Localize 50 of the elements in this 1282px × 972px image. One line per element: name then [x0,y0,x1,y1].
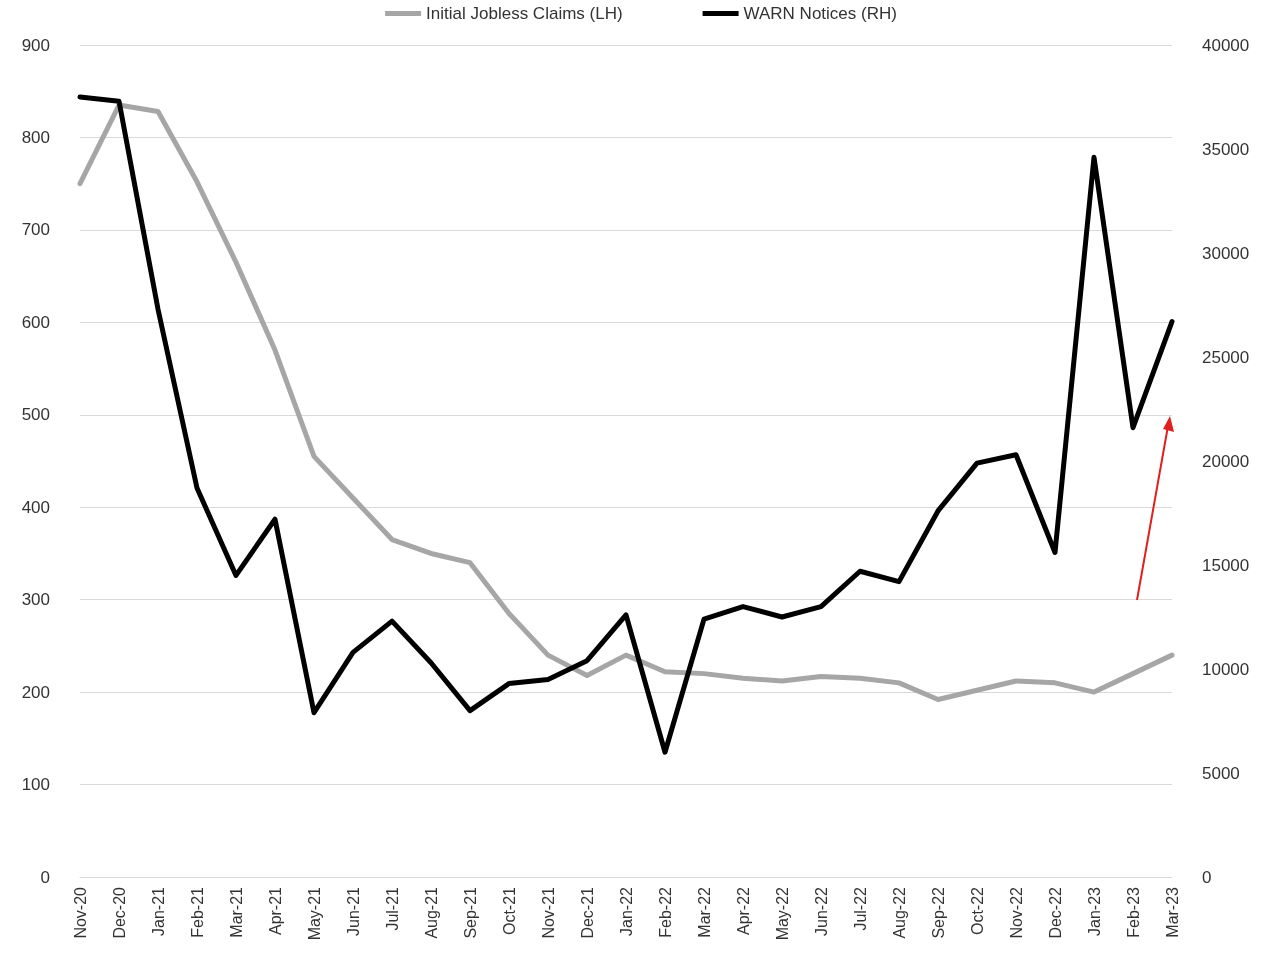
x-tick-label: Sep-22 [929,886,947,939]
x-tick-label: Apr-22 [734,886,752,936]
x-tick-label: Jun-22 [812,886,830,936]
x-tick-label: Jan-23 [1085,886,1103,936]
x-tick-label: Sep-21 [461,886,479,939]
y-tick-label: 200 [21,682,50,702]
x-tick-label: Jul-22 [851,886,869,931]
x-tick-label: Jan-22 [617,886,635,936]
y2-tick-label: 20000 [1202,451,1250,471]
y2-tick-label: 5000 [1202,763,1240,783]
x-tick-label: Apr-21 [266,886,284,936]
x-tick-label: Feb-23 [1124,886,1142,938]
x-tick-label: Aug-22 [890,886,908,939]
legend-label: WARN Notices (RH) [743,4,897,23]
x-tick-label: Jun-21 [344,886,362,936]
x-tick-label: Nov-22 [1007,886,1025,939]
x-tick-label: Dec-20 [110,886,128,939]
y-tick-label: 100 [21,775,50,795]
x-tick-label: Nov-21 [539,886,557,939]
x-tick-label: Mar-23 [1163,886,1181,938]
x-tick-label: Feb-21 [188,886,206,938]
x-tick-label: Aug-21 [422,886,440,939]
y-tick-label: 300 [21,590,50,610]
y2-tick-label: 15000 [1202,555,1250,575]
x-tick-label: Mar-21 [227,886,245,938]
y-tick-label: 700 [21,220,50,240]
x-tick-label: Oct-21 [500,886,518,936]
y-tick-label: 600 [21,312,50,332]
x-tick-label: Dec-22 [1046,886,1064,939]
y2-tick-label: 0 [1202,867,1212,887]
y2-tick-label: 35000 [1202,139,1250,159]
x-tick-label: May-21 [305,886,323,941]
x-tick-label: Nov-20 [71,886,89,939]
x-tick-label: May-22 [773,886,791,941]
y-tick-label: 0 [40,867,50,887]
x-tick-label: Mar-22 [695,886,713,938]
x-tick-label: Jul-21 [383,886,401,931]
y2-tick-label: 10000 [1202,659,1250,679]
legend-label: Initial Jobless Claims (LH) [426,4,623,23]
y-tick-label: 800 [21,127,50,147]
x-tick-label: Dec-21 [578,886,596,939]
x-tick-label: Feb-22 [656,886,674,938]
y-tick-label: 500 [21,405,50,425]
y-tick-label: 400 [21,497,50,517]
y-tick-label: 900 [21,35,50,55]
x-tick-label: Oct-22 [968,886,986,936]
y2-tick-label: 40000 [1202,35,1250,55]
y2-tick-label: 25000 [1202,347,1250,367]
y2-tick-label: 30000 [1202,243,1250,263]
x-tick-label: Jan-21 [149,886,167,936]
